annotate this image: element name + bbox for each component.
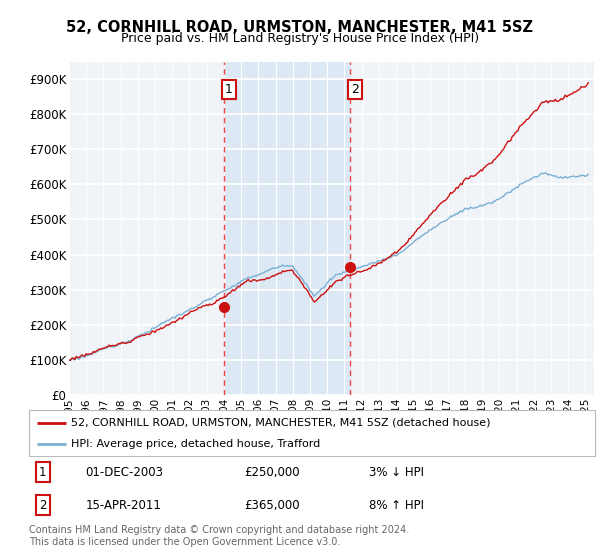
Text: 8% ↑ HPI: 8% ↑ HPI (368, 498, 424, 512)
Text: 2: 2 (351, 83, 359, 96)
Text: 1: 1 (39, 465, 46, 479)
Bar (224, 62, 350, 395)
Text: 52, CORNHILL ROAD, URMSTON, MANCHESTER, M41 5SZ: 52, CORNHILL ROAD, URMSTON, MANCHESTER, … (67, 20, 533, 35)
Text: £250,000: £250,000 (244, 465, 299, 479)
Text: 52, CORNHILL ROAD, URMSTON, MANCHESTER, M41 5SZ (detached house): 52, CORNHILL ROAD, URMSTON, MANCHESTER, … (71, 418, 491, 428)
Text: 15-APR-2011: 15-APR-2011 (85, 498, 161, 512)
Text: 2: 2 (39, 498, 46, 512)
Text: Contains HM Land Registry data © Crown copyright and database right 2024.
This d: Contains HM Land Registry data © Crown c… (29, 525, 409, 547)
Text: 1: 1 (225, 83, 233, 96)
Text: 3% ↓ HPI: 3% ↓ HPI (368, 465, 424, 479)
Text: £365,000: £365,000 (244, 498, 299, 512)
Text: HPI: Average price, detached house, Trafford: HPI: Average price, detached house, Traf… (71, 439, 320, 449)
Text: Price paid vs. HM Land Registry's House Price Index (HPI): Price paid vs. HM Land Registry's House … (121, 32, 479, 45)
Text: 01-DEC-2003: 01-DEC-2003 (85, 465, 163, 479)
